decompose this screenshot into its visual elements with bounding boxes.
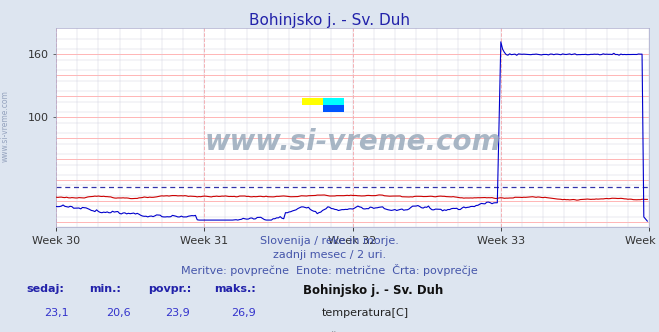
Text: Bohinjsko j. - Sv. Duh: Bohinjsko j. - Sv. Duh xyxy=(249,13,410,28)
Text: povpr.:: povpr.: xyxy=(148,284,192,294)
Bar xyxy=(323,98,344,105)
Text: 23,9: 23,9 xyxy=(165,308,190,318)
Text: min.:: min.: xyxy=(89,284,121,294)
Text: Meritve: povprečne  Enote: metrične  Črta: povprečje: Meritve: povprečne Enote: metrične Črta:… xyxy=(181,264,478,276)
Text: www.si-vreme.com: www.si-vreme.com xyxy=(204,128,501,156)
Text: sedaj:: sedaj: xyxy=(26,284,64,294)
Text: zadnji mesec / 2 uri.: zadnji mesec / 2 uri. xyxy=(273,250,386,260)
Text: Slovenija / reke in morje.: Slovenija / reke in morje. xyxy=(260,236,399,246)
Text: maks.:: maks.: xyxy=(214,284,256,294)
Text: 23,1: 23,1 xyxy=(43,308,69,318)
Bar xyxy=(323,105,344,112)
Text: 20,6: 20,6 xyxy=(106,308,131,318)
Text: Bohinjsko j. - Sv. Duh: Bohinjsko j. - Sv. Duh xyxy=(303,284,444,297)
Bar xyxy=(302,98,323,105)
Text: temperatura[C]: temperatura[C] xyxy=(322,308,409,318)
Text: www.si-vreme.com: www.si-vreme.com xyxy=(1,90,10,162)
Text: 26,9: 26,9 xyxy=(231,308,256,318)
